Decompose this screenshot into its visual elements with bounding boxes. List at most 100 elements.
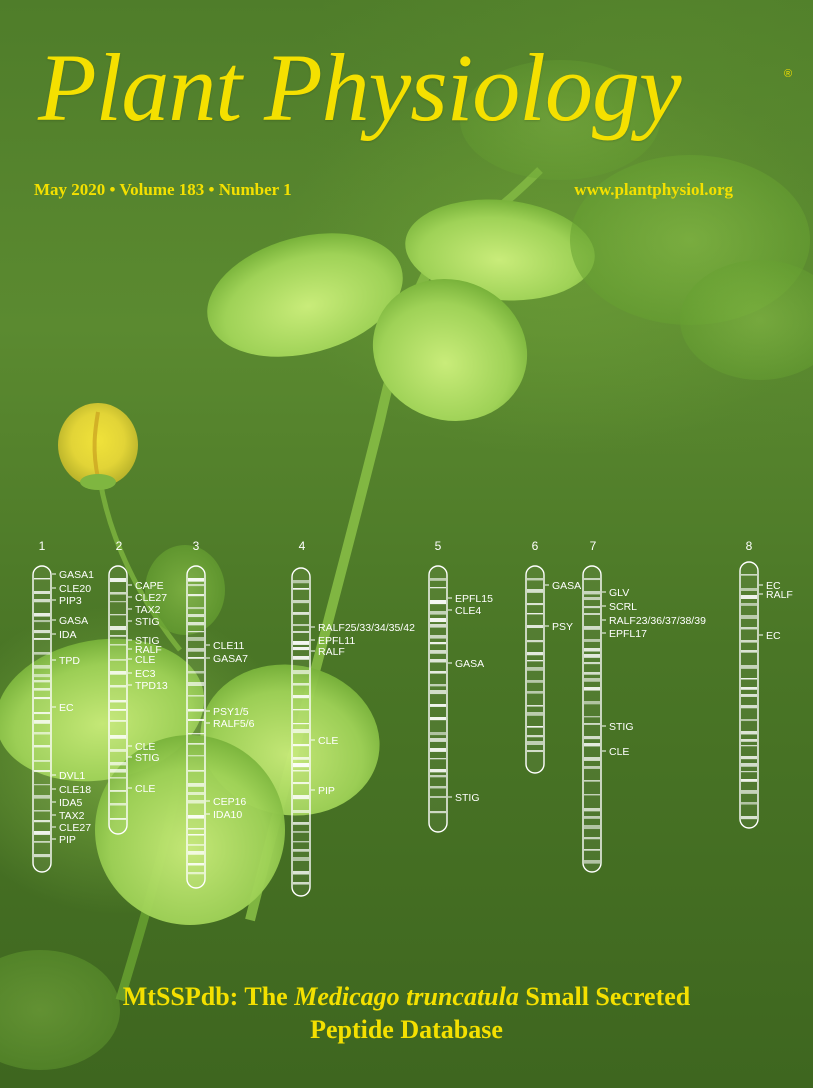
chromosome-band: [293, 695, 309, 699]
chromosome-band: [430, 786, 446, 789]
chromosome-band: [741, 756, 757, 760]
chromosome-band: [110, 601, 126, 603]
chromosome-band: [430, 748, 446, 752]
peptide-family-label: STIG: [135, 616, 160, 628]
chromosome-band: [584, 654, 600, 658]
chromosome-band: [584, 808, 600, 812]
peptide-family-label: CLE: [609, 746, 629, 758]
peptide-family-label: DVL1: [59, 770, 85, 782]
chromosome-number: 7: [590, 539, 597, 553]
peptide-family-label: CLE20: [59, 583, 91, 595]
chromosome-band: [430, 659, 446, 663]
peptide-family-label: IDA5: [59, 797, 83, 809]
peptide-family-label: PIP3: [59, 595, 82, 607]
chromosome-band: [527, 667, 543, 671]
chromosome-band: [430, 650, 446, 654]
chromosome-band: [741, 595, 757, 599]
peptide-family-label: PIP: [59, 834, 76, 846]
chromosome-band: [430, 587, 446, 589]
chromosome-band: [293, 729, 309, 734]
chromosome-band: [527, 735, 543, 738]
chromosome-band: [584, 626, 600, 630]
chromosome-band: [110, 818, 126, 820]
peptide-family-label: GASA: [455, 658, 484, 670]
chromosome-band: [584, 825, 600, 830]
peptide-family-label: CLE27: [135, 592, 167, 604]
chromosome-band: [527, 750, 543, 753]
chromosome-band: [430, 796, 446, 798]
chromosome-band: [741, 739, 757, 742]
peptide-family-label: RALF: [766, 589, 793, 601]
feature-title-line-1: MtSSPdb: The Medicago truncatula Small S…: [0, 980, 813, 1013]
registered-mark: ®: [784, 68, 793, 80]
chromosome-band: [584, 743, 600, 747]
chromosome-band: [584, 794, 600, 796]
chromosome-band: [34, 770, 50, 773]
chromosome-band: [527, 652, 543, 656]
chromosome-band: [293, 841, 309, 843]
peptide-family-label: CLE: [135, 741, 155, 753]
chromosome-band: [584, 837, 600, 840]
chromosome-band: [188, 755, 204, 757]
chromosome-band: [110, 790, 126, 792]
peptide-family-label: GASA1: [59, 569, 94, 581]
chromosome-band: [188, 815, 204, 819]
chromosome-band: [34, 620, 50, 623]
peptide-family-label: PIP: [318, 785, 335, 797]
chromosome-band: [584, 578, 600, 581]
chromosome-band: [741, 615, 757, 619]
chromosome-band: [527, 578, 543, 581]
chromosome-band: [293, 782, 309, 785]
peptide-family-label: CLE11: [213, 640, 244, 652]
chromosome-band: [293, 670, 309, 675]
chromosome-band: [188, 578, 204, 582]
peptide-family-label: PSY: [552, 621, 573, 633]
journal-website: www.plantphysiol.org: [574, 180, 733, 199]
peptide-family-label: IDA: [59, 629, 77, 641]
chromosome-band: [527, 741, 543, 745]
chromosome-band: [293, 831, 309, 833]
chromosome-band: [188, 648, 204, 652]
chromosome-band: [741, 790, 757, 794]
chromosome-band: [110, 659, 126, 661]
chromosome-band: [188, 844, 204, 846]
chromosome-band: [741, 627, 757, 630]
chromosome-outline: [32, 565, 52, 873]
chromosome-band: [34, 652, 50, 655]
chromosome-band: [293, 631, 309, 633]
chromosome-band: [741, 705, 757, 709]
feature-article-title: MtSSPdb: The Medicago truncatula Small S…: [0, 980, 813, 1047]
chromosome-band: [188, 695, 204, 697]
peptide-family-label: TAX2: [135, 604, 161, 616]
chromosome-band: [293, 763, 309, 768]
feature-title-line-2: Peptide Database: [310, 1015, 503, 1045]
chromosome-outline: [582, 565, 602, 873]
chromosome-band: [188, 719, 204, 721]
chromosome-band: [584, 606, 600, 609]
chromosome-number: 4: [299, 539, 306, 553]
peptide-family-label: RALF25/33/34/35/42: [318, 622, 415, 634]
chromosome-band: [188, 637, 204, 641]
chromosome-band: [741, 665, 757, 669]
chromosome-number: 3: [193, 539, 200, 553]
chromosome-band: [527, 589, 543, 593]
chromosome-band: [741, 763, 757, 767]
chromosome-band: [34, 665, 50, 669]
chromosome-band: [34, 745, 50, 748]
peptide-family-label: RALF: [135, 644, 162, 656]
chromosome-band: [188, 770, 204, 772]
peptide-family-label: CLE18: [59, 784, 91, 796]
peptide-family-label: RALF: [318, 646, 345, 658]
peptide-family-label: CEP16: [213, 796, 246, 808]
chromosome-band: [430, 611, 446, 615]
feature-title-species: Medicago truncatula: [294, 982, 519, 1011]
chromosome-band: [527, 625, 543, 629]
chromosome-band: [741, 745, 757, 747]
chromosome-band: [584, 648, 600, 652]
chromosome-band: [584, 597, 600, 601]
chromosome-band: [110, 644, 126, 646]
peptide-family-label: STIG: [135, 635, 160, 647]
peptide-family-label: EC3: [135, 668, 156, 680]
chromosome-band: [293, 822, 309, 825]
chromosome-band: [34, 578, 50, 580]
